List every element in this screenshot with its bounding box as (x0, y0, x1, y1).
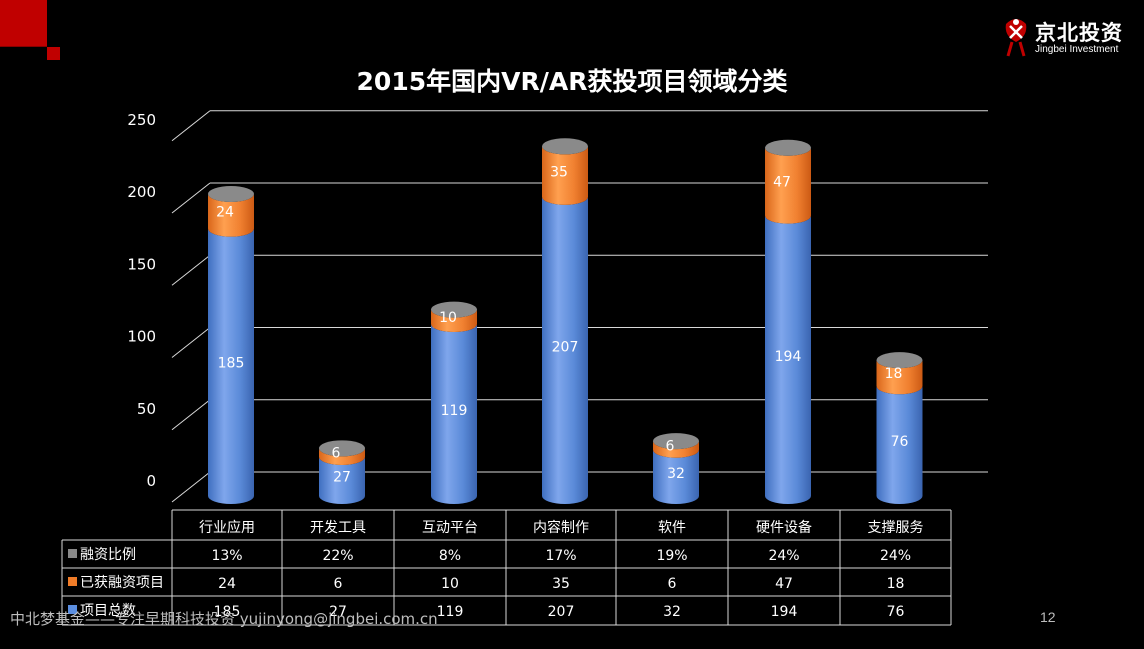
bar-segment-funded (208, 193, 254, 237)
chart-title: 2015年国内VR/AR获投项目领域分类 (356, 67, 788, 96)
gridline-depth (171, 110, 211, 142)
data-label-funded: 24 (216, 204, 234, 220)
bar-segment-total (431, 324, 477, 504)
table-cell: 119 (437, 604, 464, 620)
data-label-funded: 10 (439, 310, 457, 326)
table-cell: 185 (214, 604, 241, 620)
table-cell: 24% (880, 548, 911, 564)
data-label-funded: 6 (332, 446, 341, 462)
logo-icon (1005, 19, 1027, 57)
bar-top-cap (653, 433, 699, 450)
bar-segment-total (653, 449, 699, 504)
table-cell: 22% (322, 548, 353, 564)
table-cell: 35 (552, 576, 570, 592)
bar-segment-funded (542, 146, 588, 205)
data-label-funded: 6 (666, 438, 675, 454)
bar-segment-total (876, 386, 923, 504)
category-label: 互动平台 (422, 520, 478, 536)
data-label-funded: 18 (885, 366, 903, 382)
bar-top-cap (208, 185, 254, 202)
category-label: 行业应用 (199, 519, 255, 536)
y-tick-label: 50 (137, 400, 156, 418)
gridline-depth (171, 182, 211, 214)
bar-top-cap (431, 301, 477, 318)
gridline-depth (171, 471, 211, 503)
category-label: 开发工具 (310, 520, 366, 536)
table-row-header: 已获融资项目 (80, 575, 164, 591)
footer-text: 中北梦基金——专注早期科技投资 yujinyong@jingbei.com.cn (10, 610, 438, 628)
bar-segment-funded (431, 309, 477, 333)
bar-segment-total (319, 456, 365, 504)
logo-subtitle: Jingbei Investment (1035, 44, 1119, 55)
corner-decoration (0, 0, 47, 47)
table-cell: 47 (775, 576, 793, 592)
corner-decoration-square (47, 47, 60, 60)
bar-segment-funded (876, 360, 923, 395)
data-label-total: 76 (891, 434, 909, 450)
table-cell: 24% (768, 548, 799, 564)
y-tick-label: 150 (127, 255, 156, 273)
data-label-total: 194 (775, 349, 802, 365)
bar-segment-funded (319, 448, 366, 465)
y-tick-label: 100 (127, 328, 156, 346)
logo-name: 京北投资 (1035, 21, 1123, 45)
data-label-total: 32 (667, 466, 685, 482)
table-cell: 194 (771, 604, 798, 620)
table-cell: 8% (439, 548, 461, 564)
data-label-funded: 47 (773, 175, 791, 191)
table-cell: 19% (656, 548, 687, 564)
gridline-depth (171, 399, 211, 431)
data-label-total: 207 (552, 339, 579, 355)
table-cell: 24 (218, 576, 236, 592)
table-cell: 10 (441, 576, 459, 592)
category-label: 支撑服务 (868, 520, 924, 536)
data-label-total: 27 (333, 469, 351, 485)
bar-top-cap (542, 138, 588, 155)
data-label-funded: 35 (550, 165, 568, 181)
bar-segment-total (208, 228, 254, 505)
legend-key (68, 605, 77, 614)
data-label-total: 185 (218, 355, 245, 371)
legend-key (68, 549, 77, 558)
table-cell: 6 (668, 576, 677, 592)
bar-segment-total (542, 196, 588, 504)
category-label: 硬件设备 (756, 519, 812, 536)
bar-segment-total (765, 215, 811, 505)
y-tick-label: 0 (146, 472, 156, 490)
bar-top-cap (876, 352, 923, 369)
corner-decoration-line (0, 46, 47, 47)
data-label-total: 119 (441, 403, 468, 419)
table-cell: 18 (887, 576, 905, 592)
table-cell: 207 (548, 604, 575, 620)
bar-top-cap (319, 440, 365, 457)
y-tick-label: 250 (127, 111, 156, 129)
table-cell: 13% (211, 548, 242, 564)
table-cell: 27 (329, 604, 347, 620)
page-number: 12 (1040, 609, 1056, 625)
brand-logo: 京北投资 Jingbei Investment (1002, 16, 1134, 60)
legend-key (68, 577, 77, 586)
table-cell: 32 (663, 604, 681, 620)
y-tick-label: 200 (127, 183, 156, 201)
bar-top-cap (765, 139, 811, 156)
gridline-depth (171, 254, 211, 286)
table-cell: 17% (545, 548, 576, 564)
bar-segment-funded (765, 147, 811, 224)
table-cell: 6 (334, 576, 343, 592)
gridline-depth (171, 327, 211, 358)
table-cell: 76 (887, 604, 905, 620)
bar-segment-funded (653, 441, 699, 458)
category-label: 软件 (658, 520, 686, 536)
table-row-header: 项目总数 (80, 603, 136, 619)
category-label: 内容制作 (533, 519, 589, 536)
table-row-header: 融资比例 (80, 547, 136, 563)
